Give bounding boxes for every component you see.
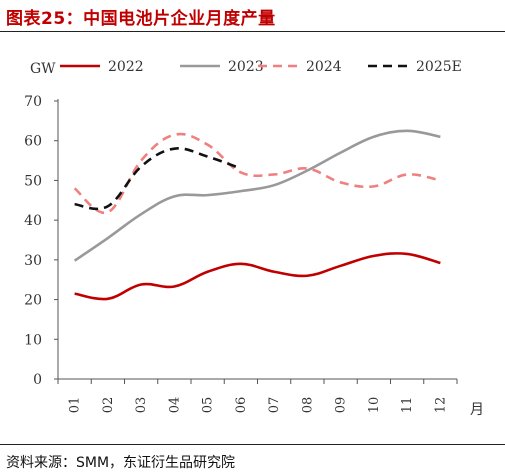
legend-label-2023: 2023 xyxy=(228,59,264,75)
y-tick-label: 40 xyxy=(24,213,42,229)
x-tick-label: 05 xyxy=(201,397,216,414)
y-tick-label: 10 xyxy=(24,332,42,348)
y-tick-label: 50 xyxy=(24,173,42,189)
source-note: 资料来源：SMM，东证衍生品研究院 xyxy=(6,455,236,471)
x-tick-label: 02 xyxy=(101,397,116,414)
series-line-2023 xyxy=(73,129,441,262)
x-tick-label: 10 xyxy=(367,397,382,414)
x-tick-label: 03 xyxy=(134,397,149,414)
x-tick-label: 07 xyxy=(267,397,282,414)
y-axis-unit-label: GW xyxy=(30,61,56,77)
legend-label-2024: 2024 xyxy=(306,59,342,75)
legend-label-2022: 2022 xyxy=(108,59,144,75)
y-tick-label: 20 xyxy=(24,293,42,309)
figure-title: 图表25：中国电池片企业月度产量 xyxy=(6,9,276,29)
x-tick-label: 06 xyxy=(234,397,249,414)
series-line-2022 xyxy=(74,252,441,301)
x-axis-unit-label: 月 xyxy=(470,402,484,418)
x-tick-label: 11 xyxy=(400,397,415,414)
x-tick-label: 08 xyxy=(300,397,315,414)
title-rule xyxy=(0,31,505,32)
series-line-2025E xyxy=(74,147,242,211)
y-tick-label: 60 xyxy=(24,134,42,150)
x-tick-label: 09 xyxy=(334,397,349,414)
series-line-2024 xyxy=(73,132,441,215)
source-rule xyxy=(0,444,505,445)
y-tick-label: 30 xyxy=(24,253,42,269)
legend: 2022 2023 2024 2025E xyxy=(60,59,462,75)
legend-label-2025E: 2025E xyxy=(416,59,462,75)
axes: 0 10 20 30 40 50 60 70 01 02 03 04 05 06 07 08 09 10 11 12 G… xyxy=(24,61,484,418)
x-tick-label: 12 xyxy=(433,397,448,414)
x-tick-label: 04 xyxy=(167,397,182,414)
y-tick-label: 70 xyxy=(24,94,42,110)
y-tick-label: 0 xyxy=(33,372,42,388)
series-lines xyxy=(73,129,441,301)
line-chart: 0 10 20 30 40 50 60 70 01 02 03 04 05 06 07 08 09 10 11 12 G… xyxy=(24,59,484,418)
x-tick-label: 01 xyxy=(68,397,83,414)
